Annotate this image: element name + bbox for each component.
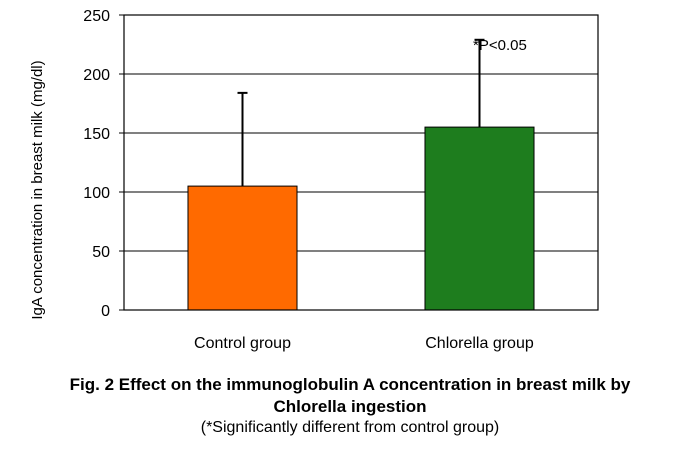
y-axis-label: IgA concentration in breast milk (mg/dl) [29, 60, 46, 319]
bar-0 [187, 185, 298, 311]
bar-chart: 0 50 100 150 200 250 Control group Chlorella g… [29, 8, 599, 352]
y-tick-label: 250 [83, 8, 110, 25]
x-tick-label: Chlorella group [425, 335, 534, 352]
y-tick-label: 200 [83, 67, 110, 84]
y-tick-labels: 0 50 100 150 200 250 [83, 8, 110, 320]
caption-title-line-2: Chlorella ingestion [273, 397, 427, 416]
x-category-labels: Control group Chlorella group [194, 335, 534, 352]
axes [123, 14, 599, 311]
bar-1 [424, 126, 535, 311]
x-tick-label: Control group [194, 335, 291, 352]
y-tick-label: 50 [92, 244, 110, 261]
caption-title-line-1: Fig. 2 Effect on the immunoglobulin A co… [69, 375, 631, 394]
bars [187, 126, 535, 311]
significance-annotation: *P<0.05 [473, 37, 527, 54]
error-bars [237, 38, 485, 187]
figure-caption: Fig. 2 Effect on the immunoglobulin A co… [0, 374, 700, 418]
y-tick-label: 0 [101, 303, 110, 320]
y-tick-label: 150 [83, 126, 110, 143]
caption-note: (*Significantly different from control g… [200, 419, 500, 436]
y-tick-label: 100 [83, 185, 110, 202]
plot-frame [123, 14, 599, 311]
